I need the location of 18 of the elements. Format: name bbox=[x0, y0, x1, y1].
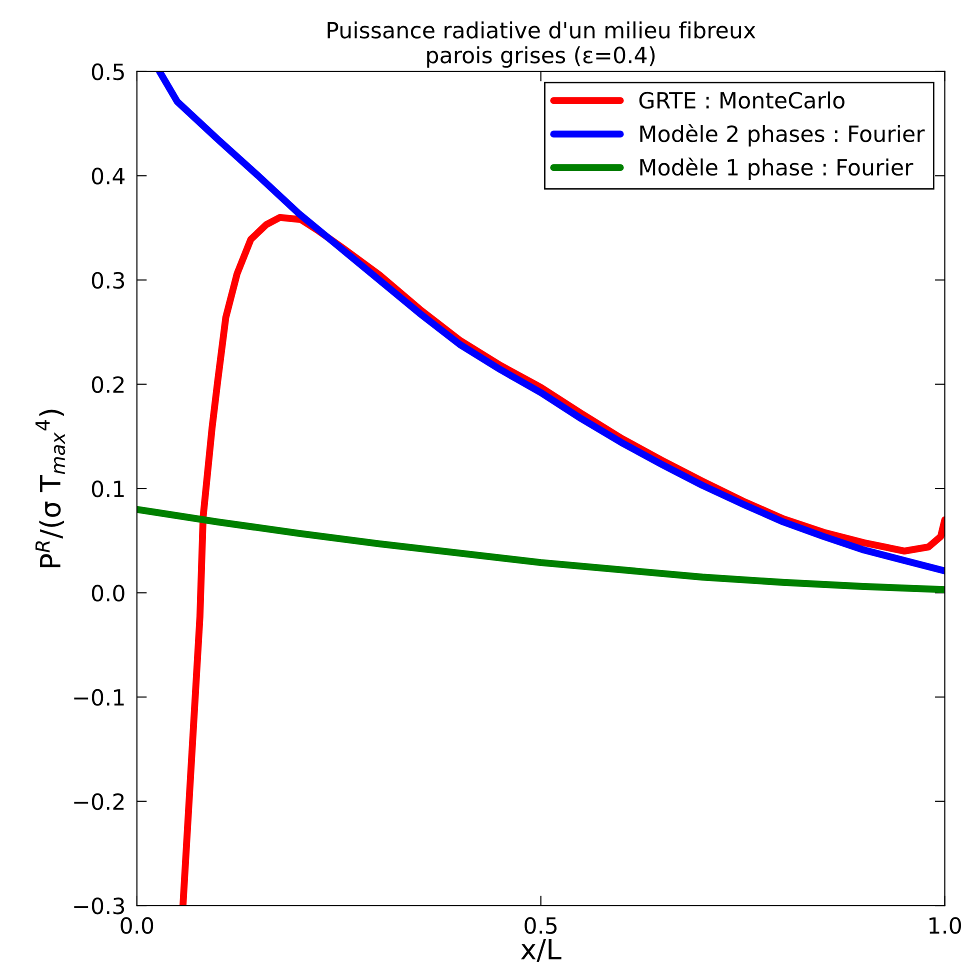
x-axis-title: x/L bbox=[521, 939, 562, 962]
y-tick-label: 0.5 bbox=[92, 63, 124, 80]
y-tick-label: 0.0 bbox=[92, 584, 124, 602]
y-tick-label: 0.4 bbox=[92, 168, 125, 184]
x-tick-label: 1.0 bbox=[930, 917, 961, 934]
x-tick-label: 0.5 bbox=[524, 917, 557, 934]
x-tick-label: 0.0 bbox=[120, 917, 154, 934]
legend-label: Modèle 2 phases : Fourier bbox=[640, 124, 925, 146]
y-axis-title: P$^{R}$/(σ T$_{max}$$^{4}$) bbox=[36, 410, 66, 568]
legend-label: GRTE : MonteCarlo bbox=[639, 91, 844, 109]
y-tick-label: 0.2 bbox=[92, 376, 124, 394]
y-tick-label: 0.1 bbox=[92, 480, 124, 498]
y-tick-label: −0.3 bbox=[74, 898, 124, 914]
legend-label: Modèle 1 phase : Fourier bbox=[640, 158, 914, 180]
chart-title: Puissance radiative d'un milieu fibreux parois grises (ε=0.4) bbox=[328, 21, 756, 68]
y-tick-label: −0.1 bbox=[74, 689, 124, 706]
y-tick-label: 0.3 bbox=[92, 272, 124, 289]
y-tick-label: −0.2 bbox=[74, 793, 124, 810]
